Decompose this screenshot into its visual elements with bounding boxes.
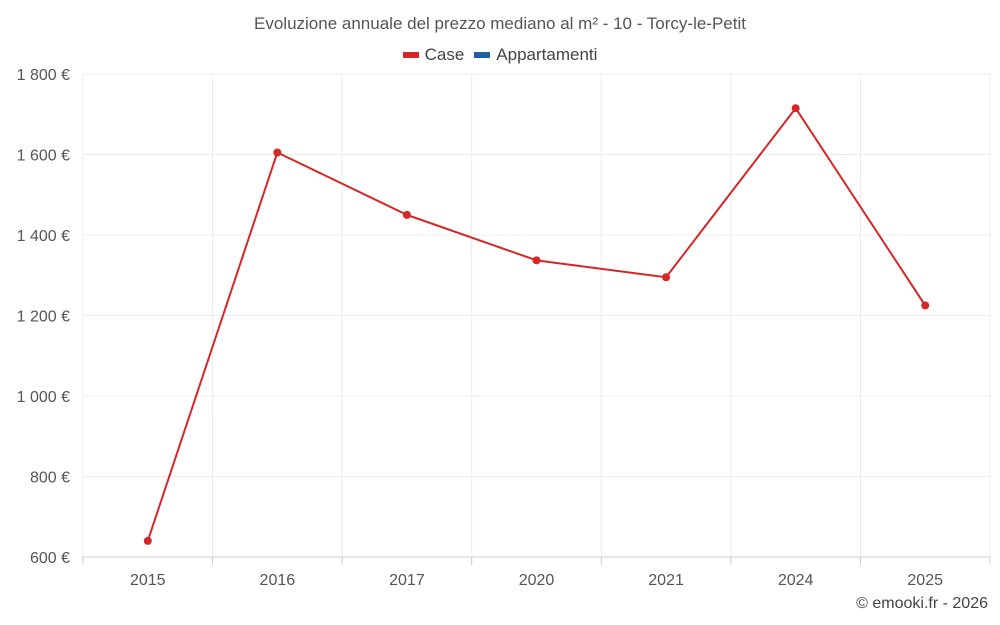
x-tick-label: 2017 [389,572,425,589]
legend-item-case[interactable]: Case [402,45,465,65]
y-tick-label: 1 600 € [17,148,70,165]
legend-label-appartamenti: Appartamenti [496,45,598,64]
x-tick-label: 2025 [907,572,943,589]
x-tick-label: 2024 [778,572,814,589]
y-tick-label: 1 200 € [17,309,70,326]
y-tick-label: 600 € [30,550,70,567]
data-point[interactable] [402,210,411,219]
chart-title: Evoluzione annuale del prezzo mediano al… [254,14,746,33]
data-point[interactable] [273,148,282,157]
y-tick-label: 800 € [30,470,70,487]
data-point[interactable] [143,536,152,545]
axes [82,556,991,565]
legend-swatch-case [402,52,419,58]
series-line-case [146,107,927,542]
x-tick-labels: 2015 2016 2017 2020 2021 2024 2025 [130,572,943,589]
legend-item-appartamenti[interactable]: Appartamenti [474,45,597,65]
data-point[interactable] [921,301,930,310]
y-grid [83,73,990,477]
data-point[interactable] [662,273,671,282]
data-point[interactable] [532,256,541,265]
series-case [143,104,930,545]
x-tick-label: 2015 [130,572,166,589]
y-tick-label: 1 800 € [17,67,70,84]
data-point[interactable] [791,104,800,113]
credit: © emooki.fr - 2026 [856,595,988,612]
legend-label-case: Case [424,45,465,64]
y-tick-label: 1 400 € [17,228,70,245]
legend-swatch-appartamenti [474,52,491,58]
legend: Case Appartamenti [0,45,1000,65]
x-tick-label: 2020 [519,572,555,589]
y-tick-labels: 600 € 800 € 1 000 € 1 200 € 1 400 € 1 600 € 1 … [17,67,70,567]
y-tick-label: 1 000 € [17,389,70,406]
x-tick-label: 2016 [260,572,296,589]
x-tick-label: 2021 [648,572,684,589]
